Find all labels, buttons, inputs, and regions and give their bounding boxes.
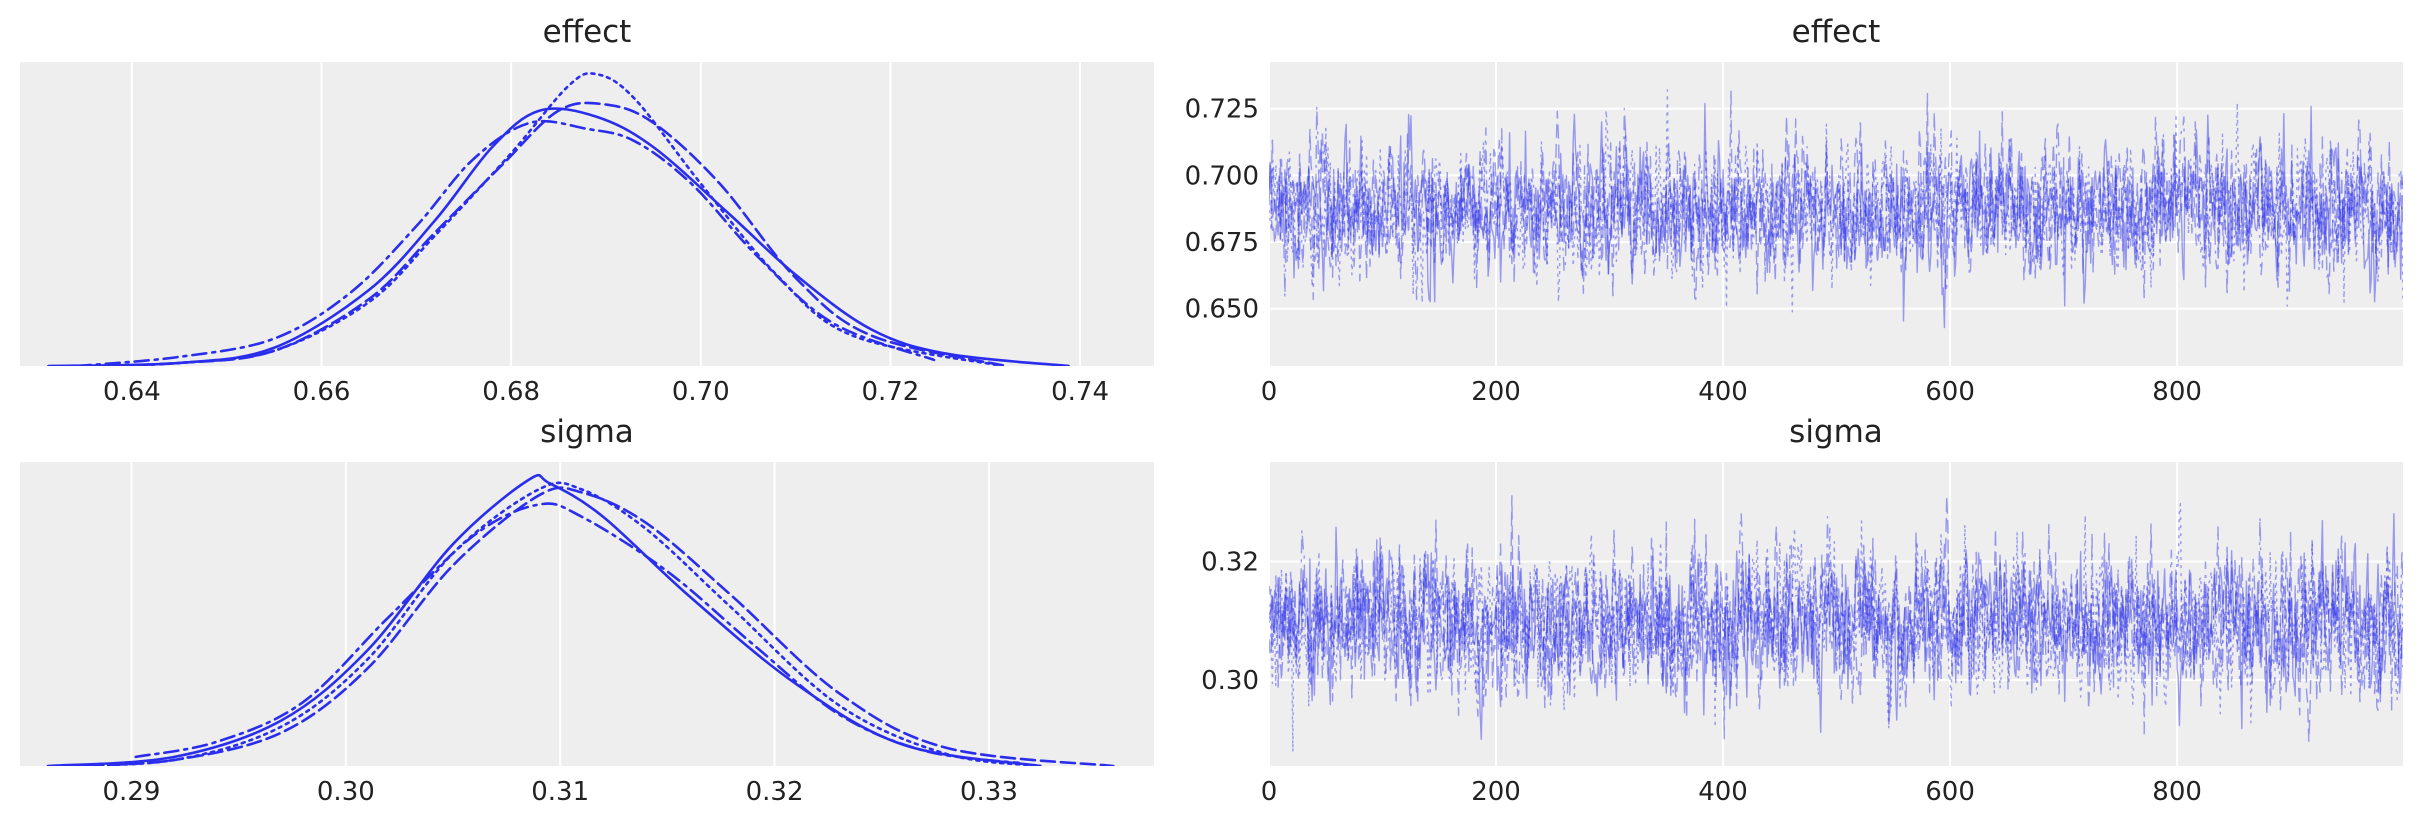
sigma-trace-x-tick-label: 200 bbox=[1471, 777, 1521, 807]
effect-kde-tick-labels: 0.64 0.66 0.68 0.70 0.72 0.74 bbox=[103, 377, 1109, 407]
effect-kde-x-tick-label: 0.70 bbox=[672, 377, 730, 407]
sigma-kde-line-chain-3 bbox=[50, 481, 1042, 766]
effect-trace-gridlines bbox=[1268, 62, 2403, 366]
sigma-kde-line-chain-4 bbox=[134, 502, 1021, 765]
effect-trace-x-tick-label: 0 bbox=[1261, 377, 1278, 407]
sigma-trace-title: sigma bbox=[1789, 414, 1883, 450]
effect-kde-x-tick-label: 0.72 bbox=[861, 377, 919, 407]
sigma-kde-x-tick-label: 0.33 bbox=[960, 777, 1018, 807]
effect-kde-x-tick-label: 0.64 bbox=[103, 377, 161, 407]
effect-kde-lines bbox=[47, 72, 1070, 366]
sigma-trace-line-chain-2 bbox=[1269, 495, 2403, 742]
effect-trace-line-chain-4 bbox=[1269, 89, 2403, 301]
effect-kde-gridlines bbox=[130, 62, 1082, 366]
sigma-kde-x-tick-label: 0.32 bbox=[746, 777, 804, 807]
effect-kde-line-chain-1 bbox=[47, 107, 1070, 366]
sigma-kde-tick-labels: 0.29 0.30 0.31 0.32 0.33 bbox=[103, 777, 1018, 807]
effect-trace-panel: 0 200 400 600 800 0.650 0.675 0.700 0.725 effect bbox=[1185, 14, 2403, 407]
sigma-trace-x-tick-label: 0 bbox=[1261, 777, 1278, 807]
sigma-trace-y-tick-label: 0.32 bbox=[1201, 548, 1259, 578]
effect-trace-line-chain-1 bbox=[1269, 102, 2403, 329]
effect-trace-x-tick-label: 400 bbox=[1698, 377, 1748, 407]
effect-trace-y-tick-label: 0.650 bbox=[1185, 295, 1259, 325]
sigma-kde-title: sigma bbox=[540, 414, 634, 450]
effect-kde-title: effect bbox=[543, 14, 632, 50]
effect-trace-x-tick-label: 800 bbox=[2152, 377, 2202, 407]
effect-kde-plot-area bbox=[20, 62, 1154, 366]
sigma-kde-x-tick-label: 0.31 bbox=[531, 777, 589, 807]
sigma-trace-gridlines bbox=[1268, 462, 2403, 766]
sigma-trace-line-chain-3 bbox=[1269, 503, 2403, 753]
effect-kde-line-chain-4 bbox=[75, 119, 936, 366]
effect-kde-x-tick-label: 0.74 bbox=[1051, 377, 1109, 407]
sigma-trace-line-chain-1 bbox=[1269, 513, 2403, 740]
sigma-kde-lines bbox=[46, 473, 1115, 766]
sigma-trace-y-tick-label: 0.30 bbox=[1201, 666, 1259, 696]
sigma-trace-lines bbox=[1269, 495, 2403, 753]
sigma-trace-tick-labels: 0 200 400 600 800 0.30 0.32 bbox=[1201, 548, 2202, 807]
effect-trace-x-tick-label: 200 bbox=[1471, 377, 1521, 407]
sigma-trace-x-tick-label: 600 bbox=[1925, 777, 1975, 807]
effect-trace-x-tick-label: 600 bbox=[1925, 377, 1975, 407]
sigma-kde-x-tick-label: 0.29 bbox=[103, 777, 161, 807]
effect-trace-y-tick-label: 0.675 bbox=[1185, 228, 1259, 258]
effect-trace-title: effect bbox=[1792, 14, 1881, 50]
effect-trace-line-chain-2 bbox=[1269, 92, 2403, 301]
sigma-kde-x-tick-label: 0.30 bbox=[317, 777, 375, 807]
sigma-trace-x-tick-label: 800 bbox=[2152, 777, 2202, 807]
sigma-kde-line-chain-2 bbox=[68, 486, 1115, 766]
sigma-trace-panel: 0 200 400 600 800 0.30 0.32 sigma bbox=[1201, 414, 2403, 807]
sigma-trace-x-tick-label: 400 bbox=[1698, 777, 1748, 807]
sigma-kde-panel: 0.29 0.30 0.31 0.32 0.33 sigma bbox=[20, 414, 1154, 807]
effect-kde-line-chain-2 bbox=[78, 101, 1008, 366]
effect-trace-lines bbox=[1269, 89, 2403, 329]
sigma-kde-gridlines bbox=[130, 462, 990, 766]
effect-kde-panel: 0.64 0.66 0.68 0.70 0.72 0.74 effect bbox=[20, 14, 1154, 407]
effect-kde-x-tick-label: 0.66 bbox=[293, 377, 351, 407]
sigma-trace-line-chain-4 bbox=[1269, 513, 2403, 735]
effect-trace-y-tick-label: 0.700 bbox=[1185, 161, 1259, 191]
sigma-kde-plot-area bbox=[20, 462, 1154, 766]
sigma-trace-plot-area bbox=[1269, 462, 2403, 766]
effect-trace-tick-labels: 0 200 400 600 800 0.650 0.675 0.700 0.725 bbox=[1185, 95, 2202, 407]
effect-trace-y-tick-label: 0.725 bbox=[1185, 95, 1259, 125]
effect-trace-plot-area bbox=[1269, 62, 2403, 366]
effect-kde-x-tick-label: 0.68 bbox=[482, 377, 540, 407]
